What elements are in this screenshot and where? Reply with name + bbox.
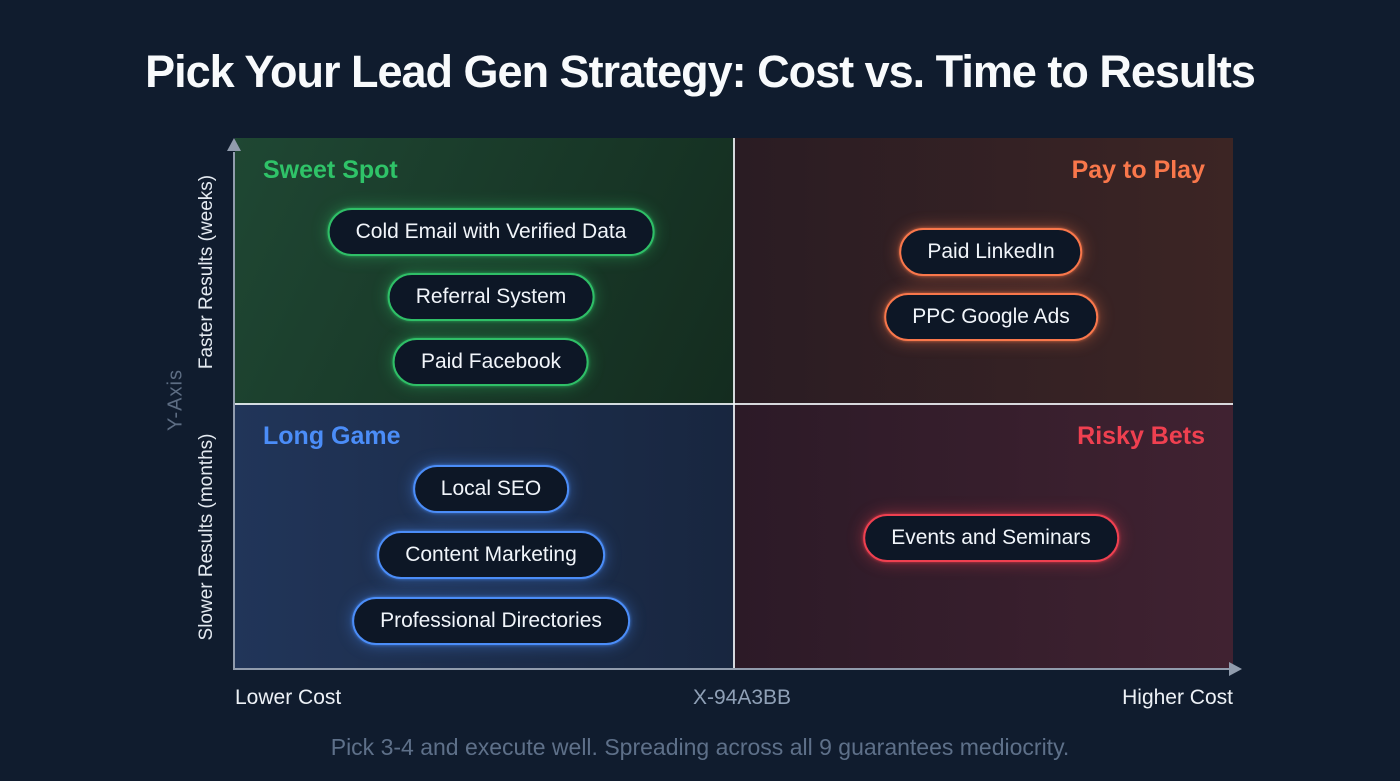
long-game-pill-group: Local SEO Content Marketing Professional… <box>352 465 630 645</box>
y-axis-label-top: Faster Results (weeks) <box>196 174 217 370</box>
pill-paid-facebook: Paid Facebook <box>392 338 590 386</box>
quadrant-label-long-game: Long Game <box>263 422 401 450</box>
sweet-spot-pill-group: Cold Email with Verified Data Referral S… <box>327 208 655 386</box>
pill-local-seo: Local SEO <box>412 465 570 513</box>
pill-paid-linkedin: Paid LinkedIn <box>899 228 1083 276</box>
pay-to-play-pill-group: Paid LinkedIn PPC Google Ads <box>884 228 1098 341</box>
footer-caption: Pick 3-4 and execute well. Spreading acr… <box>330 734 1070 760</box>
pill-ppc-google-ads: PPC Google Ads <box>884 293 1098 341</box>
page-title: Pick Your Lead Gen Strategy: Cost vs. Ti… <box>145 46 1256 97</box>
quadrant-label-pay-to-play: Pay to Play <box>1071 156 1205 184</box>
pill-events-and-seminars: Events and Seminars <box>863 514 1119 562</box>
quadrant-sweet-spot: Sweet Spot Cold Email with Verified Data… <box>235 138 734 404</box>
y-axis-line <box>233 152 235 670</box>
pill-referral-system: Referral System <box>387 273 595 321</box>
x-axis-line <box>235 668 1229 670</box>
quadrant-risky-bets: Risky Bets Events and Seminars <box>734 404 1233 670</box>
quadrant-label-risky-bets: Risky Bets <box>1077 422 1205 450</box>
pill-professional-directories: Professional Directories <box>352 597 630 645</box>
pill-content-marketing: Content Marketing <box>377 531 605 579</box>
quadrant-label-sweet-spot: Sweet Spot <box>263 156 398 184</box>
y-axis-arrow-icon <box>227 138 241 151</box>
y-axis-name: Y-Axis <box>164 369 187 431</box>
x-axis-label-left: Lower Cost <box>235 686 342 709</box>
quadrant-chart: Sweet Spot Cold Email with Verified Data… <box>235 138 1233 670</box>
quadrant-pay-to-play: Pay to Play Paid LinkedIn PPC Google Ads <box>734 138 1233 404</box>
y-axis-label-bottom: Slower Results (months) <box>196 433 217 641</box>
quadrant-long-game: Long Game Local SEO Content Marketing Pr… <box>235 404 734 670</box>
pill-cold-email-verified-data: Cold Email with Verified Data <box>327 208 655 256</box>
x-axis-arrow-icon <box>1229 662 1242 676</box>
risky-bets-pill-group: Events and Seminars <box>863 514 1119 562</box>
quadrant-divider-horizontal <box>235 403 1233 405</box>
x-axis-label-center: X-94A3BB <box>692 686 792 709</box>
x-axis-label-right: Higher Cost <box>1122 686 1233 709</box>
